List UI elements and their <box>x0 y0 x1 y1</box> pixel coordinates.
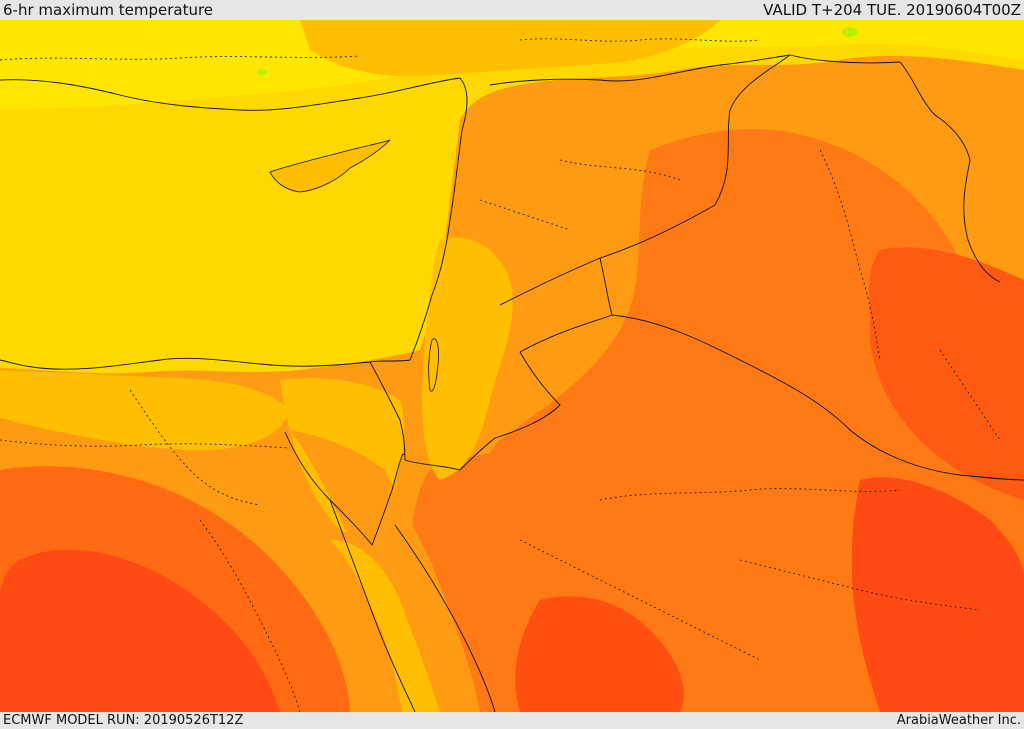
credit-label: ArabiaWeather Inc. <box>896 713 1021 728</box>
red-sea-east-coast <box>394 524 496 712</box>
dead-sea <box>428 338 439 392</box>
cool-spot-north <box>842 27 858 37</box>
syria-turkey-border <box>489 54 901 86</box>
province-boundaries <box>0 38 1001 712</box>
levant-coastline <box>369 129 463 363</box>
jordan-saudi-border <box>404 257 613 471</box>
valid-time: VALID T+204 TUE. 20190604T00Z <box>763 1 1021 19</box>
egypt-red-zone <box>0 549 280 712</box>
levant-coast <box>422 237 513 480</box>
north-africa-coast <box>0 370 290 450</box>
iraq-saudi-border <box>611 314 1024 481</box>
iraq-iran-border <box>899 61 1001 283</box>
egypt-israel-border <box>369 361 406 461</box>
cyprus-island <box>269 139 391 193</box>
model-run-label: ECMWF MODEL RUN: 20190526T12Z <box>3 713 244 728</box>
red-sea <box>290 430 480 712</box>
anatolia-coastline <box>0 77 468 131</box>
temperature-map <box>0 20 1024 712</box>
map-canvas <box>0 20 1024 712</box>
mediterranean-sea <box>0 20 1024 374</box>
southeast-red-zone <box>851 477 1024 712</box>
anatolia-light-orange <box>300 20 720 77</box>
south-red-zone <box>515 596 684 712</box>
gulf-of-suez <box>284 431 405 546</box>
syria-iraq-border <box>499 54 791 306</box>
anatolia-band <box>0 20 1024 110</box>
red-sea-west-coast <box>329 499 416 712</box>
red-sea-inner <box>330 540 440 712</box>
cool-spot-west <box>257 69 267 75</box>
east-red-zone <box>869 247 1024 500</box>
egypt-coastline <box>0 357 371 370</box>
map-title: 6-hr maximum temperature <box>3 1 214 19</box>
footer-bar: ECMWF MODEL RUN: 20190526T12Z ArabiaWeat… <box>0 712 1024 729</box>
header-bar: 6-hr maximum temperature VALID T+204 TUE… <box>0 0 1024 20</box>
